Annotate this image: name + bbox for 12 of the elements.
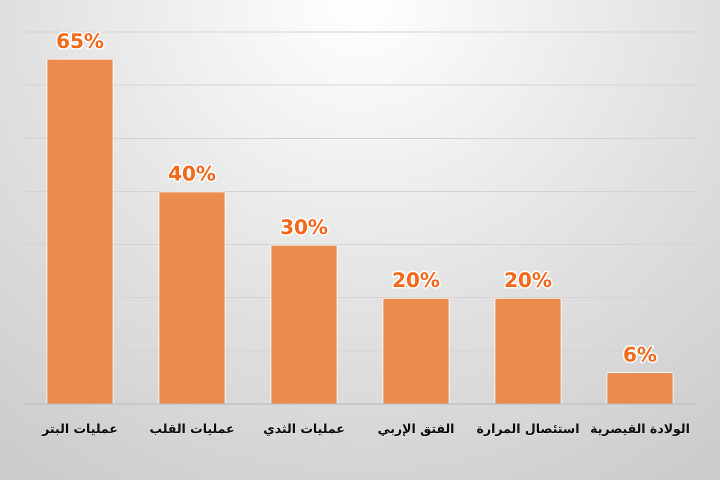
x-tick-label: عمليات البتر xyxy=(41,420,118,437)
x-tick-label: الفتق الإربي xyxy=(378,420,454,437)
data-label: 20% xyxy=(392,268,440,292)
x-tick-label: الولادة القيصرية xyxy=(590,420,690,437)
data-label: 30% xyxy=(280,214,328,239)
data-label: 6% xyxy=(623,342,657,366)
data-label: 65% xyxy=(56,28,104,53)
data-label: 40% xyxy=(168,162,216,186)
x-tick-label: عمليات القلب xyxy=(149,420,235,436)
data-label: 20% xyxy=(504,268,552,292)
x-tick-label: استئصال المرارة xyxy=(476,420,580,437)
x-tick-label: عمليات الثدي xyxy=(263,420,345,437)
